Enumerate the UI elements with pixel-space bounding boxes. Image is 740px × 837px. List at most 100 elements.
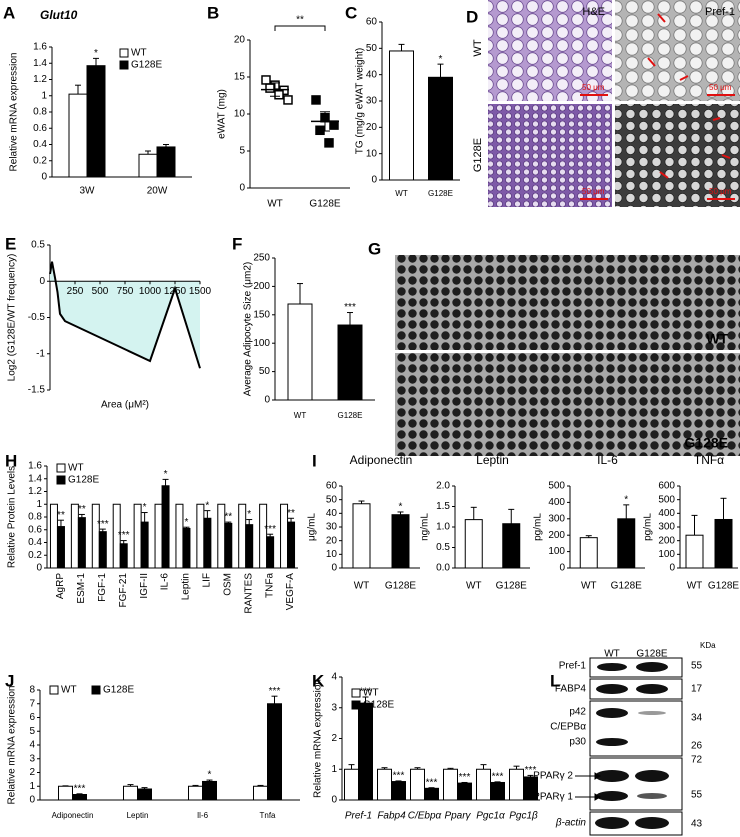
legend-label: G128E [103, 685, 134, 696]
significance: * [94, 48, 98, 59]
y-tick-label: 5 [239, 146, 245, 157]
x-tick-label: 1250 [164, 286, 187, 297]
bar [428, 76, 453, 181]
bar [337, 324, 363, 401]
x-tick-label: Fabp4 [377, 811, 406, 822]
bar [259, 503, 268, 569]
blot-labels: Pref-1 FABP4 p42 C/EPBα p30 PPARγ 2 PPAR… [533, 661, 586, 829]
significance: * [143, 502, 147, 513]
bar [391, 781, 406, 801]
significance: * [624, 495, 628, 506]
scale-text: 50 μm [709, 187, 732, 196]
significance: * [164, 469, 168, 480]
band-label: p30 [569, 737, 586, 748]
y-tick-label: 2.0 [436, 481, 450, 492]
kda-label: 55 [691, 790, 703, 801]
x-tick-label: Pgc1β [509, 811, 538, 822]
bar [119, 543, 128, 569]
significance: *** [344, 302, 356, 313]
point [274, 90, 284, 100]
point [324, 138, 334, 148]
y-axis-label: pg/mL [643, 513, 654, 541]
x-axis-label: Area (μM²) [101, 400, 149, 411]
x-tick-label: G128E [385, 581, 416, 592]
y-tick-label: 40 [366, 69, 378, 80]
y-axis-label: TG (mg/g eWAT weight) [355, 48, 366, 155]
x-tick-label: FGF-1 [97, 573, 108, 602]
unit-label: KDa [700, 641, 716, 650]
bar [138, 153, 158, 178]
y-tick-label: 1 [29, 781, 35, 792]
bar [123, 785, 138, 801]
x-tick-label: Leptin [127, 811, 149, 820]
legend-label: WT [131, 48, 147, 59]
x-tick-label: TNFa [264, 573, 275, 598]
bar [188, 785, 203, 801]
bar [86, 65, 106, 178]
significance: *** [264, 524, 276, 535]
band-label: PPARγ 2 [533, 771, 573, 782]
bar [424, 787, 439, 801]
y-tick-label: 300 [548, 513, 565, 524]
significance: *** [393, 771, 405, 782]
bar [344, 768, 359, 801]
y-tick-label: 8 [29, 685, 35, 696]
x-tick-label: WT [395, 189, 408, 198]
significance: * [208, 770, 212, 781]
kda-label: 43 [691, 819, 703, 830]
y-tick-label: 100 [548, 546, 565, 557]
y-axis-label: eWAT (mg) [217, 89, 228, 139]
y-tick-label: 50 [326, 494, 338, 505]
scale-text: 50 μm [582, 187, 605, 196]
x-tick-label: VEGF-A [285, 573, 296, 611]
bar [91, 503, 100, 569]
y-tick-label: 10 [326, 549, 338, 560]
legend-label: WT [363, 688, 379, 699]
y-axis-label: pg/mL [533, 513, 544, 541]
band-label: FABP4 [555, 684, 587, 695]
bar [137, 788, 152, 801]
column-label: Pref-1 [705, 6, 735, 18]
bar [133, 503, 142, 569]
he-wt-image [488, 0, 612, 101]
y-tick-label: 0 [36, 563, 42, 574]
bar [196, 503, 205, 569]
y-tick-label: 0 [559, 563, 565, 574]
bar [617, 518, 636, 569]
y-tick-label: 400 [548, 497, 565, 508]
significance: *** [360, 687, 372, 698]
bar [182, 527, 191, 569]
kda-label: 72 [691, 755, 703, 766]
row-label: G128E [472, 138, 484, 172]
he-g128e-image [488, 104, 612, 207]
y-tick-label: 1.6 [33, 42, 47, 53]
significance: *** [269, 686, 281, 697]
y-axis-label: Relative mRNA expression [9, 53, 20, 172]
band-label: p42 [569, 707, 586, 718]
y-tick-label: 50 [366, 43, 378, 54]
chart-title: TNFα [694, 453, 724, 467]
x-tick-label: Pparγ [444, 811, 471, 822]
legend-label: WT [68, 463, 84, 474]
chart-title: IL-6 [597, 453, 618, 467]
y-tick-label: 0.8 [28, 512, 42, 523]
bar [175, 503, 184, 569]
legend-swatch [119, 60, 129, 70]
chart-title: Adiponectin [350, 453, 413, 467]
point [315, 125, 325, 136]
y-tick-label: 250 [253, 253, 270, 264]
x-tick-label: 1000 [139, 286, 162, 297]
significance: *** [118, 530, 130, 541]
y-tick-label: 150 [253, 309, 270, 320]
bar [68, 93, 88, 178]
x-tick-label: WT [466, 581, 482, 592]
x-tick-label: WT [267, 199, 283, 210]
y-tick-label: -0.5 [28, 312, 46, 323]
bar [509, 768, 524, 801]
y-tick-label: 2 [331, 733, 337, 744]
y-tick-label: 20 [326, 535, 338, 546]
y-tick-label: 0 [669, 563, 675, 574]
blot-label: WT [706, 331, 728, 347]
significance: ** [57, 510, 65, 521]
